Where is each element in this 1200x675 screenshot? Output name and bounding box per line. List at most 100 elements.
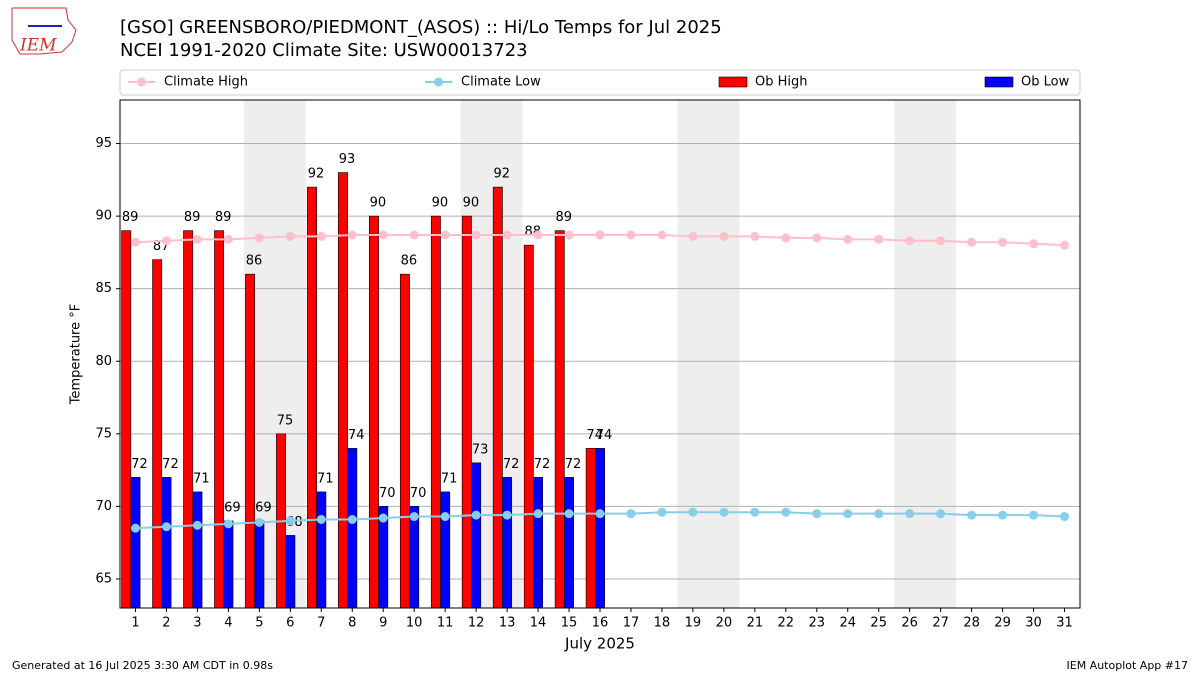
x-tick-label: 12	[468, 616, 485, 631]
value-label: 71	[317, 471, 334, 486]
bar	[564, 477, 574, 609]
bar	[430, 215, 441, 609]
value-label: 69	[224, 500, 241, 515]
value-label: 75	[277, 413, 294, 428]
x-axis-label: July 2025	[564, 635, 635, 653]
marker	[223, 519, 233, 529]
marker	[316, 514, 326, 524]
x-tick-label: 11	[437, 616, 454, 631]
marker	[905, 236, 915, 246]
bar	[130, 477, 141, 609]
value-label: 69	[255, 500, 272, 515]
x-tick-label: 16	[592, 616, 609, 631]
x-tick-label: 1	[131, 616, 139, 631]
x-tick-label: 13	[499, 616, 516, 631]
bar	[585, 448, 596, 609]
x-tick-label: 2	[162, 616, 170, 631]
value-label: 70	[410, 486, 427, 501]
marker	[502, 230, 512, 240]
marker	[533, 230, 543, 240]
x-tick-label: 29	[994, 616, 1011, 631]
value-label: 89	[215, 210, 232, 225]
marker	[688, 231, 698, 241]
marker	[998, 510, 1008, 520]
marker	[502, 510, 512, 520]
marker	[936, 509, 946, 519]
bar	[316, 491, 327, 609]
marker	[347, 514, 357, 524]
bar	[554, 230, 565, 609]
bar	[523, 244, 534, 609]
marker	[843, 234, 853, 244]
bar	[214, 230, 225, 609]
x-tick-label: 14	[530, 616, 547, 631]
y-tick-label: 70	[95, 499, 112, 514]
marker	[161, 522, 171, 532]
marker	[595, 230, 605, 240]
bar	[502, 477, 513, 609]
value-label: 74	[586, 428, 603, 443]
marker	[719, 231, 729, 241]
value-label: 90	[463, 196, 480, 211]
x-tick-label: 20	[716, 616, 733, 631]
chart-title: [GSO] GREENSBORO/PIEDMONT_(ASOS) :: Hi/L…	[120, 17, 722, 38]
x-tick-label: 22	[778, 616, 795, 631]
logo-outline	[11, 7, 77, 55]
bar	[121, 230, 132, 609]
marker	[657, 230, 667, 240]
x-tick-label: 30	[1025, 616, 1042, 631]
bar	[461, 215, 472, 609]
marker	[998, 237, 1008, 247]
bar	[347, 448, 358, 609]
x-tick-label: 27	[932, 616, 949, 631]
marker	[967, 510, 977, 520]
x-tick-label: 10	[406, 616, 423, 631]
legend-swatch	[434, 77, 443, 87]
value-label: 70	[379, 486, 396, 501]
bar	[595, 448, 605, 609]
x-tick-label: 23	[809, 616, 826, 631]
value-label: 89	[122, 210, 139, 225]
marker	[967, 237, 977, 247]
x-tick-label: 24	[839, 616, 856, 631]
x-tick-label: 15	[561, 616, 578, 631]
marker	[1060, 512, 1070, 522]
bar	[245, 273, 256, 609]
bar	[254, 520, 265, 609]
y-tick-label: 95	[95, 136, 112, 151]
x-tick-label: 4	[224, 616, 232, 631]
bar	[183, 230, 194, 609]
bar	[409, 506, 420, 609]
legend-label: Ob Low	[1021, 75, 1070, 90]
bar	[399, 273, 410, 609]
value-label: 74	[348, 428, 365, 443]
marker	[378, 230, 388, 240]
x-tick-label: 21	[747, 616, 764, 631]
legend	[119, 69, 1081, 96]
x-tick-label: 31	[1056, 616, 1073, 631]
marker	[812, 233, 822, 243]
marker	[161, 236, 171, 246]
marker	[688, 507, 698, 517]
marker	[750, 231, 760, 241]
marker	[378, 513, 388, 523]
marker	[192, 234, 202, 244]
marker	[874, 509, 884, 519]
marker	[750, 507, 760, 517]
value-label: 73	[472, 442, 489, 457]
value-label: 71	[441, 471, 458, 486]
value-label: 86	[401, 254, 418, 269]
plot-frame	[119, 99, 1081, 609]
legend-label: Climate High	[164, 75, 248, 90]
bar	[192, 491, 203, 609]
bar	[338, 172, 348, 609]
marker	[440, 230, 450, 240]
marker	[285, 231, 295, 241]
value-label: 72	[503, 457, 520, 472]
marker	[223, 234, 233, 244]
marker	[316, 231, 326, 241]
bar	[492, 186, 503, 609]
bar	[285, 535, 296, 609]
x-tick-label: 18	[654, 616, 671, 631]
y-tick-label: 75	[95, 426, 112, 441]
